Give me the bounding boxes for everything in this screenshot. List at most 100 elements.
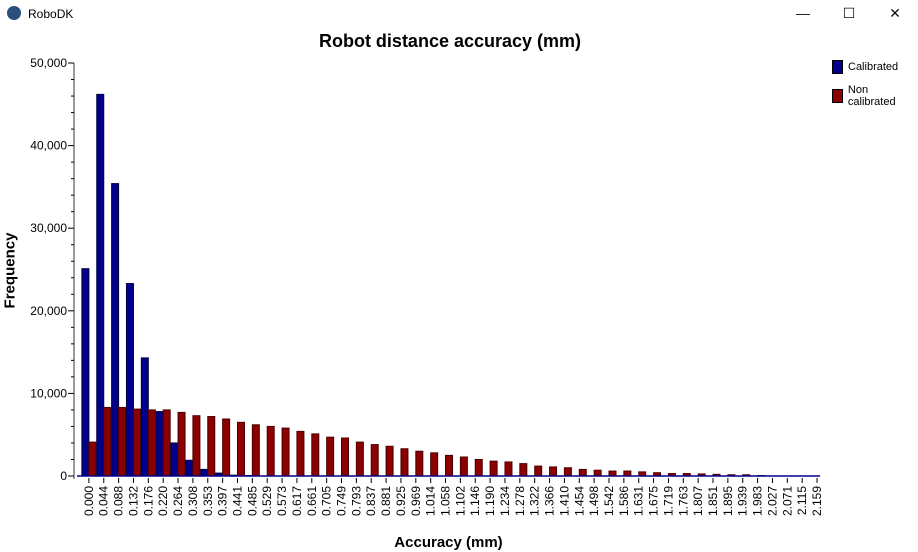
legend-label: Calibrated [848,61,899,73]
bar-non-calibrated [162,409,171,477]
x-tick-label: 1.190 [483,486,497,516]
x-tick-label: 0.176 [141,486,155,516]
x-tick-label: 0.220 [156,486,170,516]
x-tick-label: 0.661 [305,486,319,516]
bar-non-calibrated [430,452,439,477]
bar-calibrated [125,283,134,477]
x-tick-label: 2.071 [780,486,794,516]
bar-non-calibrated [118,406,127,477]
bar-non-calibrated [593,469,602,477]
x-tick-label: 0.485 [245,486,259,516]
bar-non-calibrated [415,450,424,477]
bar-calibrated [140,357,149,477]
x-tick-label: 1.366 [543,486,557,516]
legend-swatch-non-calibrated [832,89,843,103]
legend-item-calibrated: Calibrated [832,60,898,74]
x-tick-label: 0.088 [112,486,126,516]
x-tick-label: 1.014 [424,486,438,516]
x-tick-label: 0.837 [364,486,378,516]
y-tick-label: 10,000 [30,386,67,400]
window-title: RoboDK [28,7,74,21]
x-tick-label: 0.881 [379,486,393,516]
bar-non-calibrated [88,441,97,477]
bar-non-calibrated [519,463,528,477]
bar-non-calibrated [251,424,260,477]
x-tick-label: 0.000 [82,486,96,516]
x-tick-label: 1.454 [572,486,586,516]
x-tick-label: 0.617 [290,486,304,516]
x-tick-label: 0.969 [409,486,423,516]
x-tick-label: 0.397 [216,486,230,516]
bar-non-calibrated [177,411,186,477]
bar-non-calibrated [103,406,112,477]
bar-non-calibrated [474,458,483,477]
bar-calibrated [200,468,209,477]
x-tick-label: 0.132 [126,486,140,516]
y-tick-label: 0 [60,469,67,483]
bar-non-calibrated [266,425,275,477]
bar-non-calibrated [578,468,587,477]
bar-non-calibrated [192,415,201,477]
bar-non-calibrated [504,461,513,477]
legend-swatch-calibrated [832,60,843,74]
legend-item-non-calibrated: Non calibrated [832,84,918,108]
x-tick-label: 0.441 [230,486,244,516]
robodk-logo-icon [7,6,21,20]
x-tick-label: 1.498 [587,486,601,516]
x-tick-label: 0.264 [171,486,185,516]
bar-non-calibrated [445,454,454,477]
x-tick-label: 1.146 [468,486,482,516]
x-tick-label: 1.234 [498,486,512,516]
bar-non-calibrated [370,444,379,477]
x-tick-label: 1.586 [617,486,631,516]
x-tick-label: 1.631 [632,486,646,516]
x-tick-label: 1.895 [721,486,735,516]
bar-non-calibrated [326,436,335,477]
x-tick-label: 0.705 [320,486,334,516]
bar-non-calibrated [534,465,543,477]
bar-calibrated [81,268,90,477]
bar-calibrated [185,459,194,477]
x-tick-label: 0.793 [349,486,363,516]
x-tick-label: 1.675 [647,486,661,516]
bar-non-calibrated [296,430,305,477]
bar-non-calibrated [355,441,364,477]
bar-non-calibrated [132,408,141,477]
chart-title: Robot distance accuracy (mm) [318,31,582,51]
bar-non-calibrated [147,409,156,477]
y-tick-label: 20,000 [30,304,67,318]
x-tick-label: 1.102 [453,486,467,516]
x-tick-label: 0.925 [394,486,408,516]
x-tick-label: 0.529 [260,486,274,516]
y-tick-label: 30,000 [30,221,67,235]
close-button[interactable]: ✕ [889,5,901,21]
x-tick-label: 0.353 [201,486,215,516]
bar-non-calibrated [459,456,468,477]
x-tick-label: 1.939 [736,486,750,516]
bar-non-calibrated [236,421,245,477]
bar-calibrated [96,93,105,477]
minimize-button[interactable]: — [796,5,810,21]
maximize-button[interactable]: ☐ [842,5,856,21]
x-tick-label: 2.027 [765,486,779,516]
bar-non-calibrated [207,416,216,477]
x-tick-label: 0.044 [97,486,111,516]
bar-non-calibrated [489,460,498,477]
bar-non-calibrated [222,418,231,477]
y-tick-label: 40,000 [30,139,67,153]
x-tick-label: 1.983 [751,486,765,516]
bar-calibrated [155,411,164,477]
bar-calibrated [111,183,120,477]
bar-non-calibrated [311,433,320,477]
x-tick-label: 1.542 [602,486,616,516]
x-axis-label: Accuracy (mm) [394,534,503,551]
x-tick-label: 1.278 [513,486,527,516]
legend-label: Non calibrated [847,84,896,108]
x-tick-label: 1.719 [661,486,675,516]
x-tick-label: 2.159 [810,486,824,516]
x-tick-label: 2.115 [795,486,809,515]
x-tick-label: 1.058 [439,486,453,516]
bar-non-calibrated [341,437,350,477]
bar-calibrated [170,442,179,477]
x-tick-label: 1.410 [557,486,571,516]
